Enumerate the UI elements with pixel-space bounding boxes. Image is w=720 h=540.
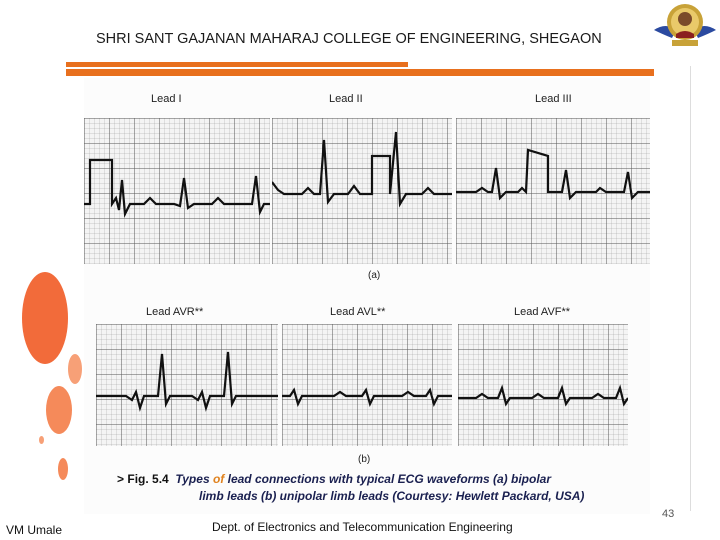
ecg-panel-lead-avf xyxy=(458,324,628,446)
header-accent-bar-top xyxy=(66,62,408,67)
ecg-trace-lead-avl xyxy=(282,324,452,446)
lead-label-iii: Lead III xyxy=(535,93,572,105)
ecg-panel-lead-avl xyxy=(282,324,452,446)
caption-text-1a: Types xyxy=(175,472,213,486)
lead-label-avr: Lead AVR** xyxy=(146,306,204,318)
right-divider xyxy=(690,66,691,511)
footer-department: Dept. of Electronics and Telecommunicati… xyxy=(212,520,513,534)
caption-line-1: > Fig. 5.4 Types of lead connections wit… xyxy=(117,471,657,488)
group-label-b: (b) xyxy=(358,454,371,465)
decor-circle-large xyxy=(22,272,68,364)
ecg-trace-lead-avr xyxy=(96,324,278,446)
footer-author: VM Umale xyxy=(6,523,63,537)
ecg-trace-lead-avf xyxy=(458,324,628,446)
decor-dot xyxy=(39,436,44,444)
ecg-panel-lead-i xyxy=(84,118,270,264)
ecg-panel-lead-iii xyxy=(456,118,650,264)
figure-caption: > Fig. 5.4 Types of lead connections wit… xyxy=(117,471,657,505)
lead-label-avl: Lead AVL** xyxy=(330,306,386,318)
decor-circle-small xyxy=(68,354,82,384)
ecg-panel-lead-ii xyxy=(272,118,452,264)
lead-label-avf: Lead AVF** xyxy=(514,306,571,318)
caption-line-2: limb leads (b) unipolar limb leads (Cour… xyxy=(199,489,585,503)
page-number: 43 xyxy=(662,508,675,520)
ecg-trace-lead-iii xyxy=(456,118,650,264)
college-logo xyxy=(650,0,720,56)
ecg-trace-lead-ii xyxy=(272,118,452,264)
ecg-trace-lead-i xyxy=(84,118,270,264)
lead-label-i: Lead I xyxy=(151,93,182,105)
lead-label-ii: Lead II xyxy=(329,93,363,105)
group-label-a: (a) xyxy=(368,270,381,281)
decor-circle-medium xyxy=(46,386,72,434)
caption-text-1b: lead connections with typical ECG wavefo… xyxy=(224,472,552,486)
caption-arrow: > xyxy=(117,472,125,486)
decor-circle-tiny xyxy=(58,458,68,480)
caption-fig-number: Fig. 5.4 xyxy=(127,472,169,486)
ecg-figure: Lead I Lead II Lead III (a) Lead AVR** L… xyxy=(84,78,650,514)
header-accent-bar xyxy=(66,69,654,76)
page-title: SHRI SANT GAJANAN MAHARAJ COLLEGE OF ENG… xyxy=(96,31,602,47)
caption-text-accent: of xyxy=(212,472,225,486)
ecg-panel-lead-avr xyxy=(96,324,278,446)
